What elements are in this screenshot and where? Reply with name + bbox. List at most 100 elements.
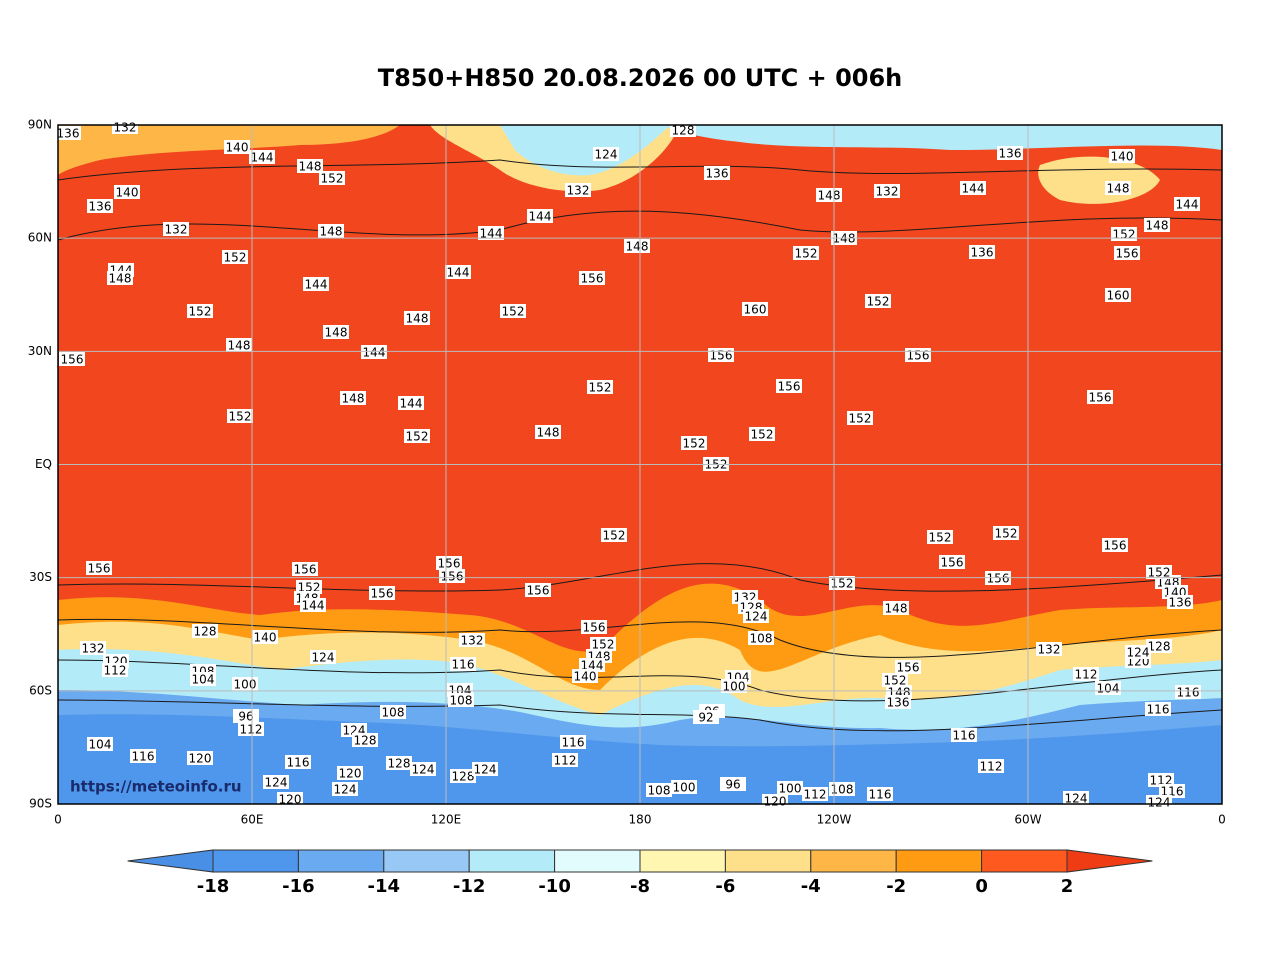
contour-label-box	[226, 338, 252, 352]
lon-label: 0	[1218, 813, 1226, 827]
contour-label-box	[436, 556, 462, 570]
lat-label: 90S	[29, 797, 52, 811]
contour-label: 148	[1107, 182, 1130, 196]
contour-label: 136	[706, 167, 729, 181]
contour-label: 156	[371, 587, 394, 601]
contour-label-box	[720, 777, 746, 791]
title: T850+H850 20.08.2026 00 UTC + 006h	[378, 64, 903, 92]
contour-label-box	[1102, 538, 1128, 552]
contour-label: 128	[388, 757, 411, 771]
contour-label: 96	[725, 778, 740, 792]
contour-label-box	[224, 140, 250, 154]
contour-label-box	[107, 271, 133, 285]
contour-label: 108	[450, 694, 473, 708]
contour-label-box	[681, 436, 707, 450]
contour-label-box	[802, 787, 828, 801]
contour-label-box	[297, 159, 323, 173]
contour-label-box	[816, 188, 842, 202]
contour-label-box	[590, 637, 616, 651]
contour-label: 128	[672, 124, 695, 138]
contour-label: 104	[89, 738, 112, 752]
contour-label: 160	[744, 303, 767, 317]
contour-label: 148	[109, 272, 132, 286]
contour-label-box	[1073, 667, 1099, 681]
lat-label: 30S	[29, 570, 52, 584]
map-frame	[57, 124, 1223, 805]
contour-label-box	[300, 598, 326, 612]
contour-label: 124	[334, 783, 357, 797]
contour-label-box	[721, 679, 747, 693]
contour-label-box	[337, 766, 363, 780]
contour-label-box	[1109, 149, 1135, 163]
contour-label: 144	[1176, 198, 1199, 212]
contour-label-box	[263, 775, 289, 789]
colorbar-tick-label: -10	[538, 876, 571, 897]
contour-label: 152	[1148, 566, 1171, 580]
contour-label: 156	[294, 563, 317, 577]
contour-label: 144	[400, 397, 423, 411]
contour-label: 108	[750, 632, 773, 646]
contour-label-box	[1105, 181, 1131, 195]
contour-label: 132	[1038, 643, 1061, 657]
contour-label: 144	[305, 278, 328, 292]
contour-label-box	[404, 311, 430, 325]
contour-label: 132	[114, 121, 137, 135]
colorbar-tick-label: -6	[715, 876, 735, 897]
colorbar-extend-low	[127, 849, 214, 873]
contour-label: 156	[941, 556, 964, 570]
contour-label-box	[130, 749, 156, 763]
contour-label: 152	[995, 527, 1018, 541]
contour-label-box	[579, 271, 605, 285]
contour-label: 144	[480, 227, 503, 241]
contour-label-box	[340, 391, 366, 405]
contour-label-box	[404, 429, 430, 443]
contour-label-box	[238, 722, 264, 736]
contour-label: 120	[189, 752, 212, 766]
lat-label: 30N	[28, 344, 52, 358]
field-patch	[660, 125, 1222, 150]
contour-label-box	[1146, 565, 1172, 579]
contour-label-box	[1125, 645, 1151, 659]
contour-label-box	[829, 576, 855, 590]
contour-label-box	[55, 126, 81, 140]
contour-label: 148	[228, 339, 251, 353]
contour-label: 148	[325, 326, 348, 340]
contour-label: 144	[363, 346, 386, 360]
lon-label: 60E	[241, 813, 264, 827]
lat-label: 90N	[28, 118, 52, 132]
contour-label-box	[87, 737, 113, 751]
contour-label: 156	[1116, 247, 1139, 261]
contour-label: 136	[971, 246, 994, 260]
contour-label-box	[114, 185, 140, 199]
contour-label-box	[398, 396, 424, 410]
colorbar-extend-high	[1066, 849, 1153, 873]
contour-label-box	[369, 586, 395, 600]
contour-label-box	[472, 762, 498, 776]
contour-label: 144	[251, 151, 274, 165]
contour-label-box	[1175, 685, 1201, 699]
contour-label: 156	[1089, 391, 1112, 405]
contour-label: 152	[831, 577, 854, 591]
contour-label: 124	[265, 776, 288, 790]
contour-label-box	[601, 528, 627, 542]
contour-label-box	[1114, 246, 1140, 260]
contour-label-box	[310, 650, 336, 664]
colorbar-tick-label: -16	[282, 876, 315, 897]
contour-label: 92	[698, 711, 713, 725]
lat-label: 60N	[28, 231, 52, 245]
colorbar-segment	[468, 849, 556, 873]
contour-label-box	[978, 759, 1004, 773]
colorbar-segment	[981, 849, 1068, 873]
colorbar-segment	[895, 849, 983, 873]
contour-label-box	[59, 352, 85, 366]
contour-label: 116	[869, 788, 892, 802]
contour-label-box	[380, 705, 406, 719]
contour-label: 160	[1107, 289, 1130, 303]
contour-label-box	[190, 672, 216, 686]
contour-label-box	[192, 624, 218, 638]
contour-label-box	[222, 250, 248, 264]
contour-label: 116	[953, 729, 976, 743]
contour-label-box	[1146, 639, 1172, 653]
contour-label-box	[883, 601, 909, 615]
contour-label: 124	[1127, 646, 1150, 660]
